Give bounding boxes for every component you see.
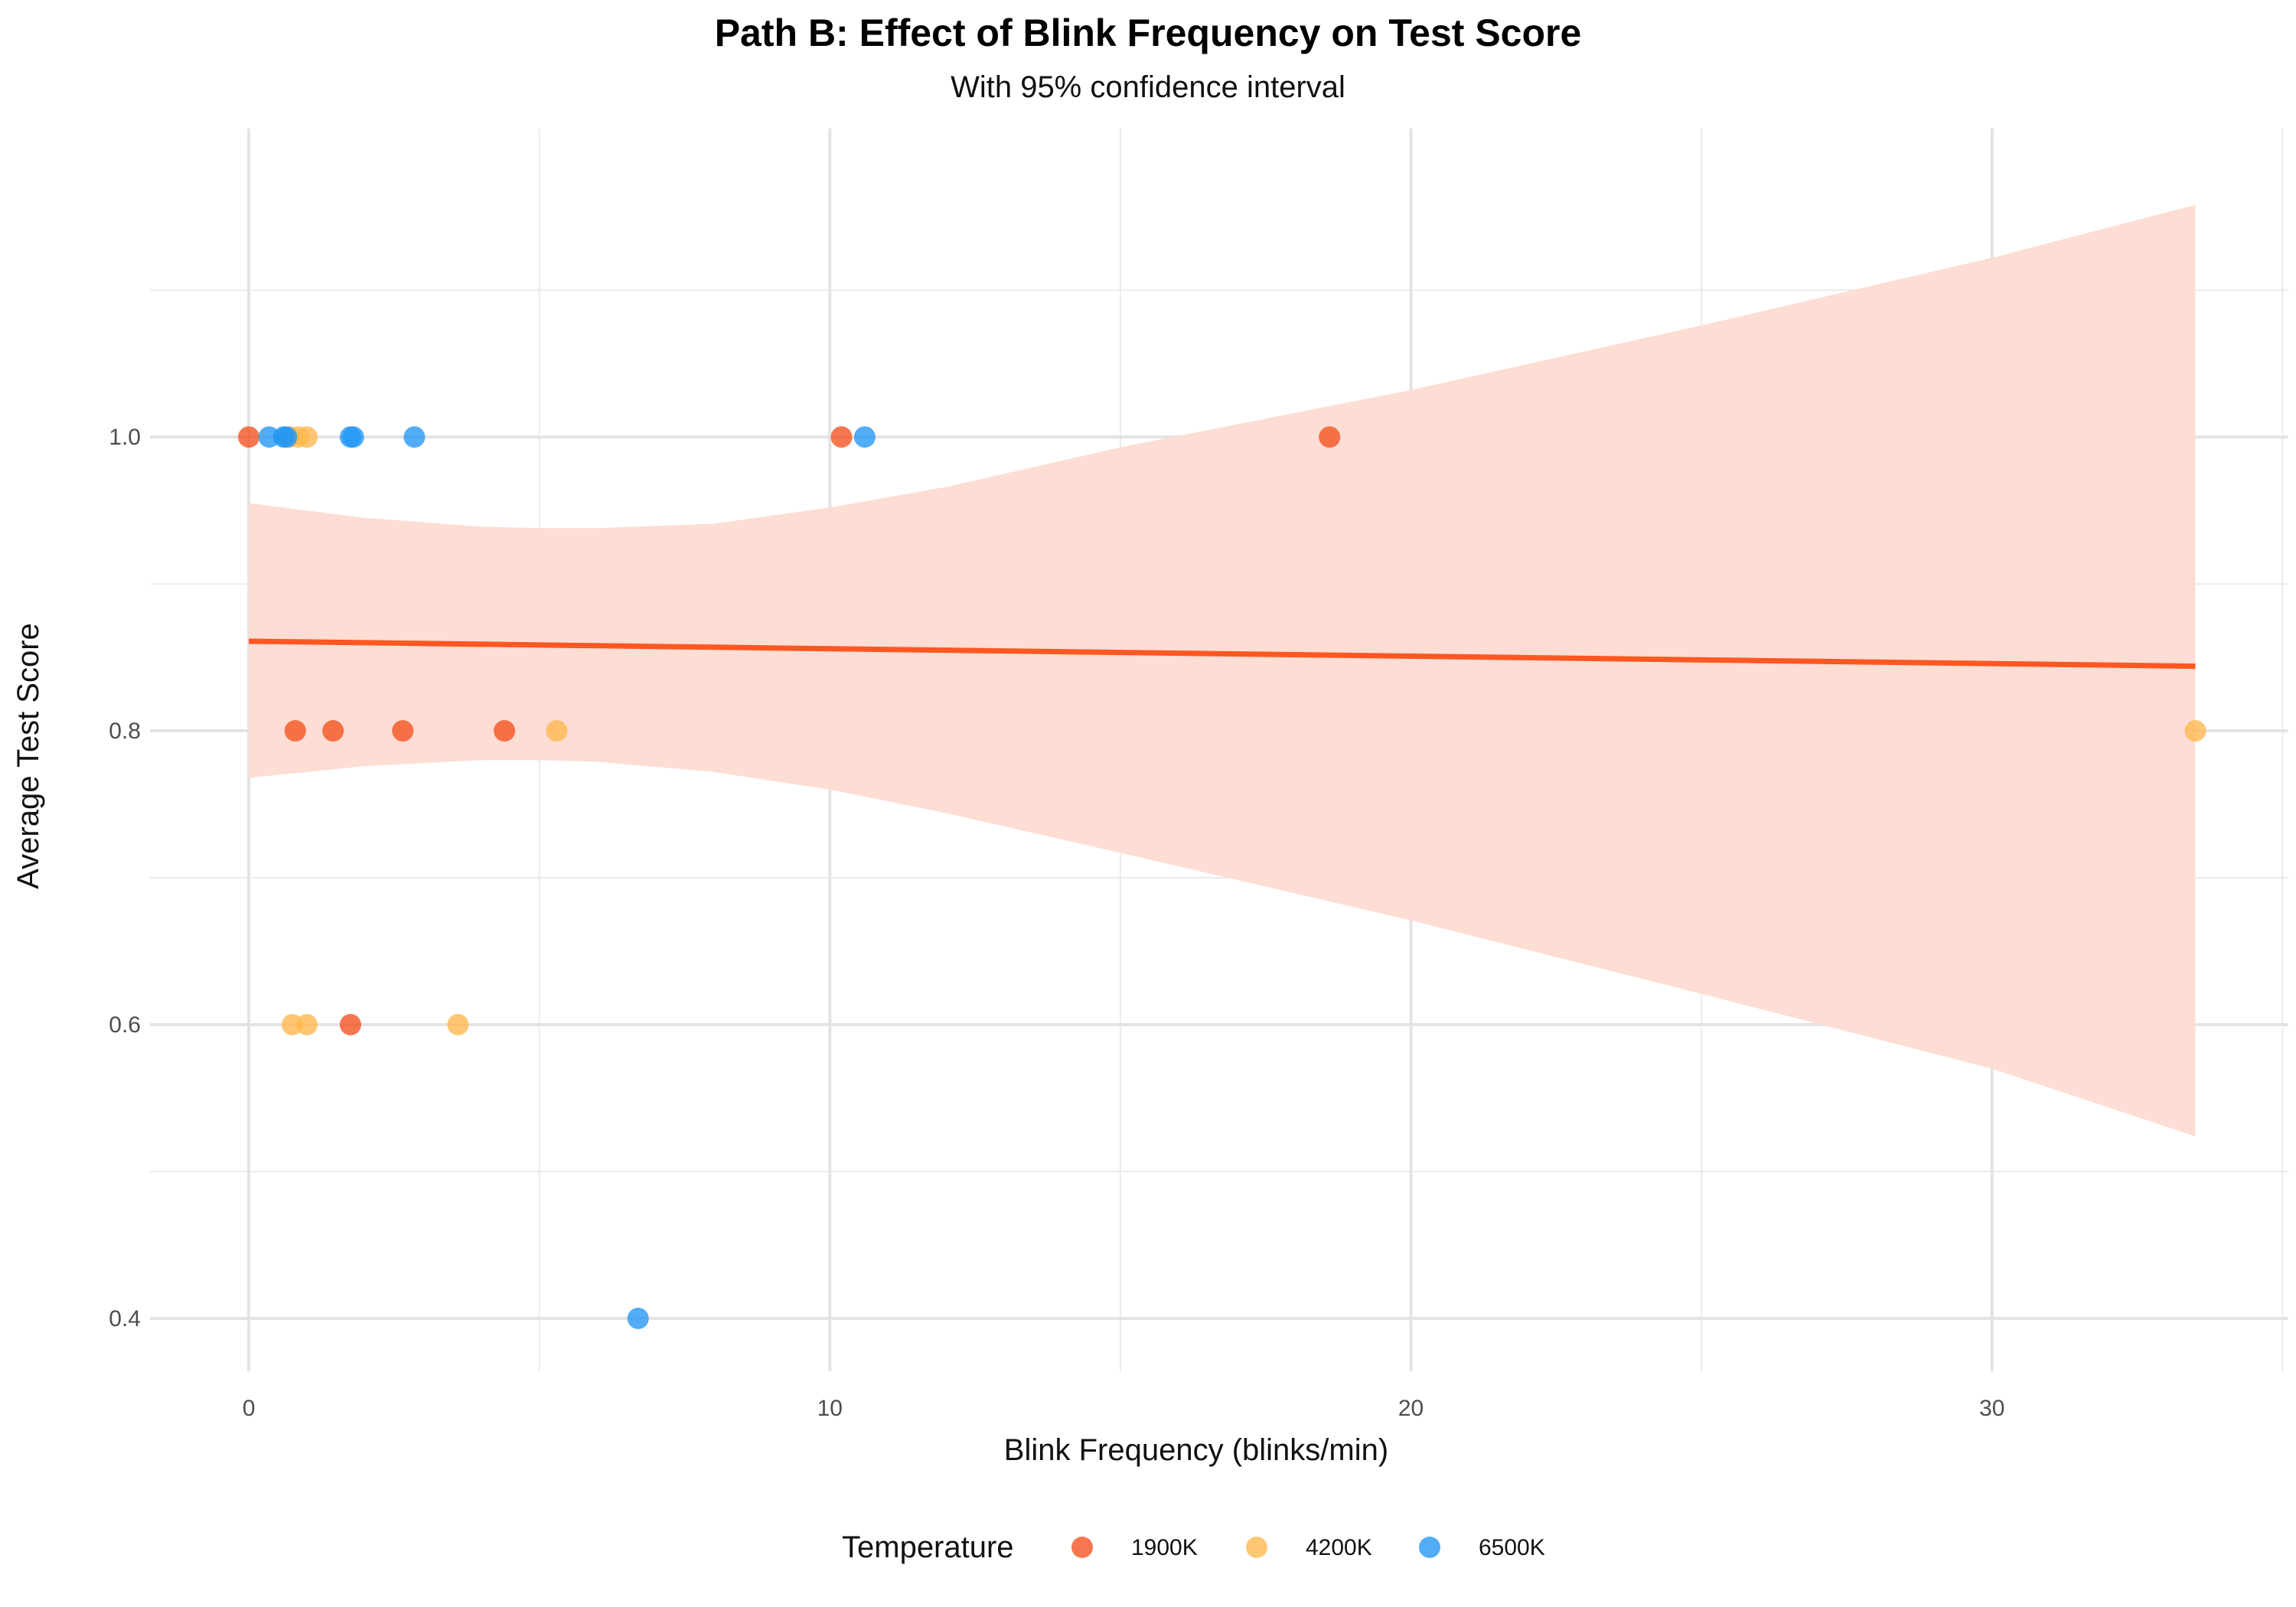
fit-line-layer bbox=[249, 638, 2196, 670]
legend-key-1900K bbox=[1071, 1537, 1093, 1558]
legend-key-4200K bbox=[1246, 1537, 1267, 1558]
data-point-1900K bbox=[392, 720, 414, 742]
legend-label-1900K: 1900K bbox=[1131, 1535, 1198, 1560]
x-tick-label: 30 bbox=[1979, 1396, 2004, 1421]
data-point-4200K bbox=[295, 426, 318, 448]
points-layer bbox=[238, 426, 2206, 1329]
legend-label-4200K: 4200K bbox=[1306, 1535, 1372, 1560]
confidence-band bbox=[249, 204, 2196, 1136]
data-point-1900K bbox=[1319, 426, 1341, 448]
data-point-6500K bbox=[342, 426, 364, 448]
data-point-4200K bbox=[295, 1013, 318, 1035]
data-point-4200K bbox=[447, 1013, 469, 1035]
data-point-1900K bbox=[322, 720, 344, 742]
confidence-band-layer bbox=[249, 204, 2196, 1136]
data-point-6500K bbox=[276, 426, 298, 448]
x-tick-label: 20 bbox=[1398, 1396, 1424, 1421]
x-tick-label: 10 bbox=[817, 1396, 843, 1421]
y-tick-label: 1.0 bbox=[109, 425, 141, 450]
legend-title: Temperature bbox=[842, 1530, 1014, 1564]
data-point-6500K bbox=[403, 426, 426, 448]
data-point-4200K bbox=[546, 720, 568, 742]
data-point-1900K bbox=[830, 426, 853, 448]
data-point-6500K bbox=[853, 426, 876, 448]
y-tick-label: 0.4 bbox=[109, 1306, 141, 1332]
data-point-1900K bbox=[339, 1013, 361, 1035]
y-axis-title: Average Test Score bbox=[11, 623, 45, 889]
chart-subtitle: With 95% confidence interval bbox=[951, 70, 1345, 104]
data-point-6500K bbox=[627, 1307, 649, 1329]
x-tick-label: 0 bbox=[243, 1396, 256, 1421]
legend-label-6500K: 6500K bbox=[1479, 1535, 1545, 1560]
y-tick-label: 0.8 bbox=[109, 719, 141, 744]
chart-title: Path B: Effect of Blink Frequency on Tes… bbox=[715, 11, 1582, 54]
data-point-4200K bbox=[2184, 720, 2206, 742]
y-tick-label: 0.6 bbox=[109, 1012, 141, 1038]
data-point-1900K bbox=[284, 720, 306, 742]
tick-labels-layer: 0 10 20 30 0.4 0.6 0.8 1.0 bbox=[109, 425, 2004, 1421]
data-point-1900K bbox=[238, 426, 260, 448]
data-point-1900K bbox=[494, 720, 516, 742]
legend-key-6500K bbox=[1419, 1537, 1440, 1558]
x-axis-title: Blink Frequency (blinks/min) bbox=[1004, 1433, 1388, 1467]
regression-line bbox=[249, 638, 2196, 670]
legend: Temperature 1900K 4200K 6500K bbox=[842, 1530, 1545, 1564]
